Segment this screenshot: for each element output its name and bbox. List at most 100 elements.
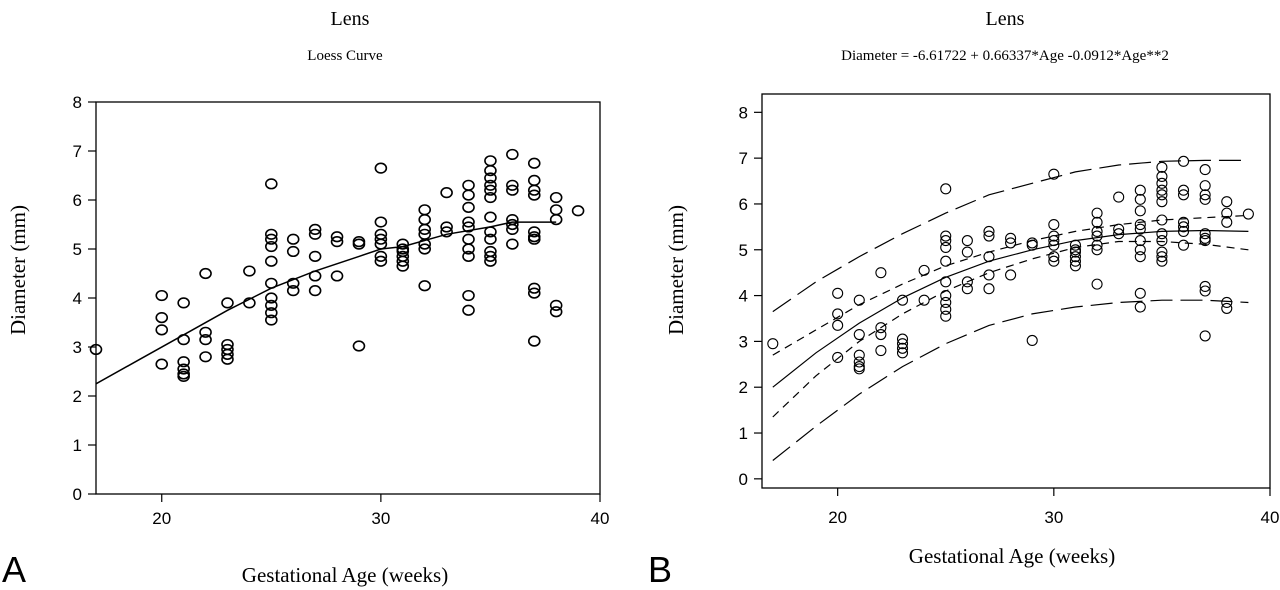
- chart-b-data-point: [832, 351, 844, 363]
- chart-a-data-point: [462, 289, 475, 302]
- chart-b-data-point: [896, 342, 909, 354]
- chart-a-ytick-label: 0: [73, 485, 82, 504]
- chart-b-data-point: [875, 345, 887, 357]
- chart-a-subtitle: Loess Curve: [307, 48, 383, 64]
- chart-b-data-point: [1199, 228, 1211, 240]
- chart-a-data-point: [506, 148, 519, 161]
- chart-a-data-point: [506, 223, 519, 235]
- chart-a-data-point: [484, 184, 497, 196]
- chart-b-data-point: [1156, 196, 1168, 208]
- chart-b-data-point: [940, 235, 952, 247]
- chart-b-data-point: [940, 241, 952, 254]
- chart-a-data-point: [221, 353, 234, 365]
- chart-b-data-point: [1156, 189, 1168, 201]
- chart-a-data-point: [549, 299, 563, 311]
- chart-b-ytick-label: 1: [739, 424, 748, 443]
- chart-a-data-point: [155, 289, 169, 302]
- chart-a-data-point: [308, 285, 322, 297]
- chart-a-data-point: [549, 204, 563, 216]
- chart-a-data-point: [549, 306, 563, 318]
- chart-a-data-point: [221, 348, 234, 360]
- chart-b-data-point: [1134, 301, 1146, 313]
- chart-a-data-point: [484, 179, 497, 191]
- chart-b-data-point: [983, 230, 995, 242]
- chart-a-data-point: [374, 250, 388, 262]
- chart-a-loess-curve: [95, 221, 557, 385]
- chart-a-data-point: [527, 287, 541, 299]
- chart-b-data-point: [1177, 221, 1190, 233]
- chart-b-data-point: [1177, 239, 1190, 251]
- chart-b-data-point: [1156, 184, 1168, 196]
- panel-a: Lens Loess Curve Gestational Age (weeks)…: [2, 8, 610, 590]
- chart-a-data-point: [462, 250, 475, 262]
- chart-a-data-point: [527, 282, 541, 294]
- chart-b-ytick-label: 5: [739, 241, 748, 260]
- chart-b-data-point: [1221, 296, 1233, 309]
- chart-b-data-point: [1005, 232, 1017, 244]
- chart-a-data-point: [265, 228, 278, 240]
- chart-b-xlabel: Gestational Age (weeks): [909, 544, 1115, 568]
- chart-a-data-point: [506, 184, 519, 196]
- chart-b-data-point: [1156, 235, 1168, 247]
- chart-a-data-point: [462, 243, 475, 255]
- chart-a-data-point: [396, 260, 410, 272]
- chart-b-data-point: [1134, 184, 1146, 196]
- chart-a-xtick-label: 40: [591, 509, 610, 528]
- chart-b-curve-longdash: [772, 299, 1249, 461]
- chart-a-data-point: [177, 363, 190, 375]
- chart-a-data-point: [396, 255, 410, 267]
- chart-a-data-point: [243, 297, 256, 309]
- chart-b-data-point: [1221, 302, 1233, 314]
- chart-b-subtitle: Diameter = -6.61722 + 0.66337*Age -0.091…: [841, 48, 1169, 64]
- chart-a-data-point: [418, 204, 431, 216]
- chart-b-data-point: [1221, 207, 1233, 219]
- chart-a-data-point: [418, 214, 431, 226]
- chart-b-data-point: [1199, 180, 1211, 192]
- chart-a-ytick-label: 5: [73, 240, 82, 259]
- chart-b-data-point: [832, 287, 844, 299]
- chart-a-data-point: [549, 214, 563, 226]
- chart-a-data-point: [286, 233, 300, 245]
- chart-b-data-point: [1048, 239, 1060, 251]
- chart-a-data-point: [308, 228, 322, 240]
- chart-a-data-point: [308, 223, 322, 235]
- chart-a-data-point: [177, 356, 190, 368]
- chart-a-ytick-label: 2: [73, 387, 82, 406]
- chart-a-title: Lens: [331, 8, 370, 30]
- chart-a: Lens Loess Curve Gestational Age (weeks)…: [2, 8, 610, 590]
- chart-a-ytick-label: 1: [73, 436, 82, 455]
- chart-b-data-point: [1134, 219, 1146, 231]
- chart-b-data-point: [1069, 251, 1081, 263]
- chart-b-data-point: [1221, 196, 1233, 208]
- chart-a-data-point: [330, 270, 344, 282]
- chart-a-data-point: [177, 297, 190, 309]
- chart-a-data-point: [484, 172, 497, 184]
- chart-a-data-point: [199, 267, 212, 280]
- chart-a-data-point: [462, 221, 475, 233]
- chart-b-data-point: [1134, 251, 1146, 263]
- chart-b-data-point: [1199, 193, 1211, 205]
- chart-a-data-point: [352, 340, 366, 352]
- chart-a-data-point: [484, 250, 497, 262]
- chart-a-ylabel: Diameter (mm): [6, 205, 30, 335]
- chart-a-data-point: [484, 211, 497, 223]
- chart-a-data-point: [155, 312, 169, 324]
- chart-a-data-point: [265, 233, 278, 245]
- chart-b-data-point: [853, 356, 865, 368]
- chart-a-data-point: [265, 178, 278, 190]
- chart-a-data-point: [527, 189, 541, 201]
- chart-b-data-point: [853, 328, 865, 341]
- chart-a-data-point: [440, 226, 453, 238]
- chart-b-data-point: [875, 267, 887, 279]
- chart-b-data-point: [940, 230, 952, 242]
- chart-a-plot-frame: [95, 101, 601, 495]
- chart-a-data-point: [462, 201, 475, 213]
- chart-b-data-point: [832, 319, 844, 331]
- chart-a-data-point: [352, 238, 366, 250]
- chart-a-data-point: [506, 218, 519, 231]
- chart-b-data-point: [983, 225, 995, 237]
- chart-a-data-point: [418, 243, 431, 255]
- chart-b-data-point: [1156, 255, 1168, 267]
- chart-a-data-point: [177, 370, 190, 383]
- chart-a-data-point: [265, 240, 278, 253]
